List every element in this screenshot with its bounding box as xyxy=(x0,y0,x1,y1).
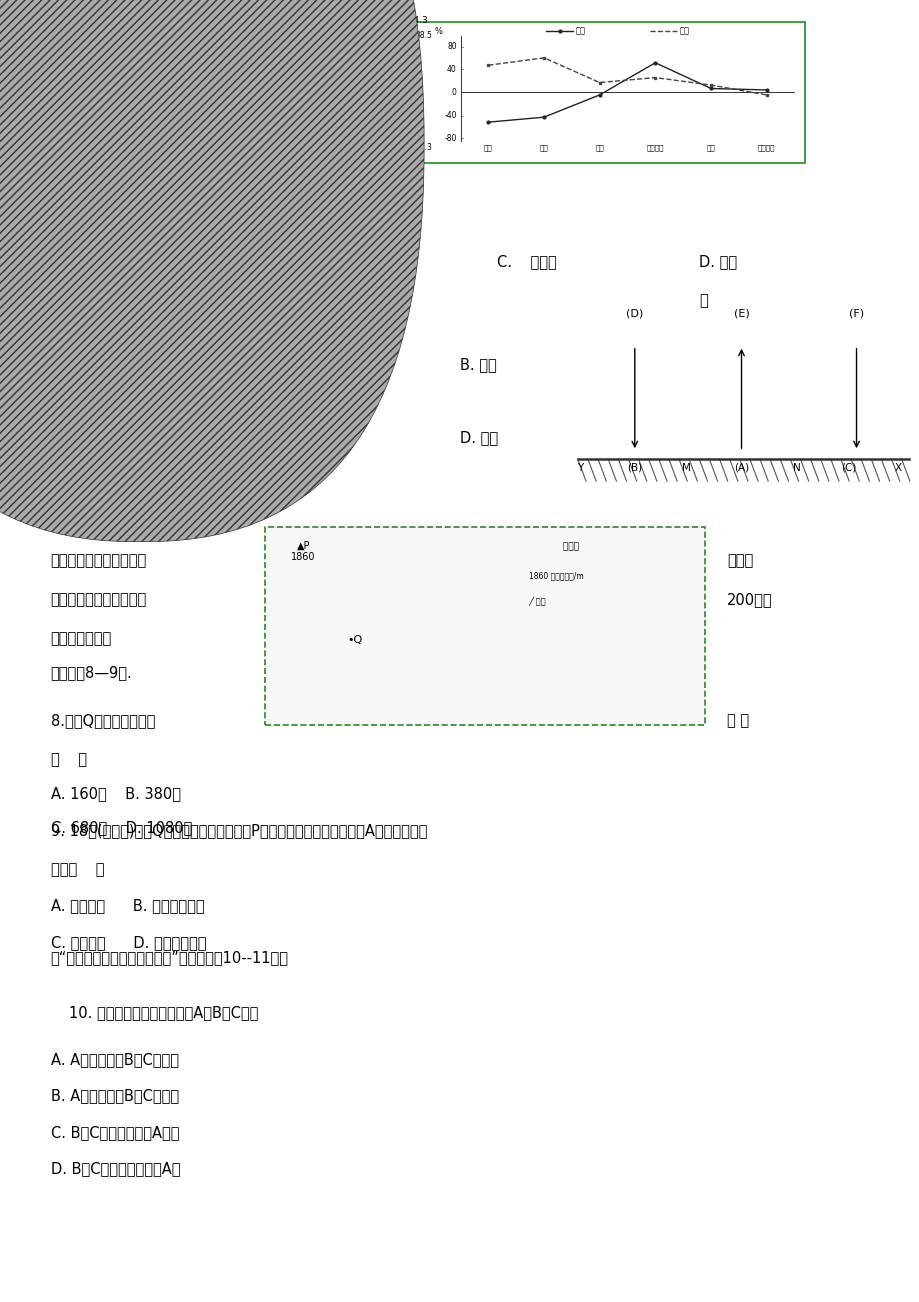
Text: N: N xyxy=(792,464,800,473)
Text: 9. 18时(地方时)位于Q地的观测者看到太阳在P地方向落下，据此判断图中A河段大致的流: 9. 18时(地方时)位于Q地的观测者看到太阳在P地方向落下，据此判断图中A河段… xyxy=(51,823,426,838)
Text: 10. 若此图表示热力环流，则A、B、C三地: 10. 若此图表示热力环流，则A、B、C三地 xyxy=(69,1005,258,1021)
Text: 郊: 郊 xyxy=(698,293,708,309)
Text: (F): (F) xyxy=(848,309,863,319)
Text: (B): (B) xyxy=(627,464,641,473)
Bar xyxy=(124,22,804,163)
Text: ▲P
1860: ▲P 1860 xyxy=(291,540,315,562)
Text: ≈≈河流及流向: ≈≈河流及流向 xyxy=(210,141,246,148)
Bar xyxy=(128,27,414,158)
Text: 向是（    ）: 向是（ ） xyxy=(51,862,104,878)
Text: 114.3: 114.3 xyxy=(403,16,428,25)
Text: X: X xyxy=(893,464,901,473)
Text: -40: -40 xyxy=(444,112,457,120)
Text: 建设用地: 建设用地 xyxy=(646,145,664,151)
Text: C.郊区种植业迅速发展: C.郊区种植业迅速发展 xyxy=(51,430,144,445)
Text: 6. 从保护城区环境角度，该城工业区应布局在城区（    ）: 6. 从保护城区环境角度，该城工业区应布局在城区（ ） xyxy=(51,204,289,220)
FancyBboxPatch shape xyxy=(197,59,345,125)
Text: D. 城区: D. 城区 xyxy=(460,430,497,445)
Text: 郊区: 郊区 xyxy=(678,27,688,35)
Text: 1860 山峰、高程/m: 1860 山峰、高程/m xyxy=(528,572,583,581)
Text: A.郊区生态环境改善: A.郊区生态环境改善 xyxy=(51,357,135,372)
Text: B. A地为海洋；B、C为陆地: B. A地为海洋；B、C为陆地 xyxy=(51,1088,178,1104)
Text: C. B、C两地的气压比A地低: C. B、C两地的气压比A地低 xyxy=(51,1125,179,1141)
Text: 68.3: 68.3 xyxy=(415,143,432,152)
Text: 出现逆城市化现象: 出现逆城市化现象 xyxy=(51,466,120,482)
Text: 据此回等8—9题.: 据此回等8—9题. xyxy=(51,665,132,681)
Text: •Q: •Q xyxy=(347,635,363,644)
Text: D. B、C两地的空气流向A地: D. B、C两地的空气流向A地 xyxy=(51,1161,180,1177)
Text: 某地理小组于春分日在我: 某地理小组于春分日在我 xyxy=(51,553,147,569)
Text: C.    西南郊: C. 西南郊 xyxy=(496,254,556,270)
Text: ——鐵路: ——鐵路 xyxy=(174,141,199,148)
Text: 能 是: 能 是 xyxy=(726,713,748,729)
Text: 等高线: 等高线 xyxy=(560,543,578,552)
Text: 200米）: 200米） xyxy=(726,592,772,608)
Text: 进行地理观测。: 进行地理观测。 xyxy=(51,631,112,647)
Text: (C): (C) xyxy=(841,464,856,473)
Text: A. 东南郊: A. 东南郊 xyxy=(51,254,96,270)
Text: (D): (D) xyxy=(626,309,642,319)
Text: -80: -80 xyxy=(444,134,457,142)
Text: 耕地: 耕地 xyxy=(483,145,493,151)
Text: 0: 0 xyxy=(451,89,457,96)
Text: Y: Y xyxy=(577,464,583,473)
Text: 读“北半球局部大气运动示意图”，读图完成10--11题。: 读“北半球局部大气运动示意图”，读图完成10--11题。 xyxy=(51,950,289,966)
FancyBboxPatch shape xyxy=(0,0,424,542)
Text: C. 680米    D. 1080米: C. 680米 D. 1080米 xyxy=(51,820,192,836)
Text: （    ）: （ ） xyxy=(51,753,86,768)
Text: 未利用地: 未利用地 xyxy=(757,145,775,151)
Text: 草地: 草地 xyxy=(595,145,604,151)
Text: A. 160米    B. 380米: A. 160米 B. 380米 xyxy=(51,786,180,802)
Text: B. 城区: B. 城区 xyxy=(460,357,496,372)
Text: 7. 据右图可以判断，近十年该城（    ）: 7. 据右图可以判断，近十年该城（ ） xyxy=(51,310,219,326)
Text: %: % xyxy=(434,27,442,35)
Text: C. 南流向北      D. 西南流向东北: C. 南流向北 D. 西南流向东北 xyxy=(51,935,206,950)
Text: 114: 114 xyxy=(132,16,150,25)
Bar xyxy=(265,527,704,725)
Text: ╱ 河流: ╱ 河流 xyxy=(528,598,546,607)
Text: 8.图中Q地的海拔高度可: 8.图中Q地的海拔高度可 xyxy=(51,713,154,729)
Text: 城区: 城区 xyxy=(574,27,584,35)
Text: （如右图所示，等高距为: （如右图所示，等高距为 xyxy=(51,592,147,608)
Text: 40: 40 xyxy=(447,65,457,73)
Text: 国某地: 国某地 xyxy=(726,553,753,569)
Text: 38.5: 38.5 xyxy=(415,31,432,40)
Text: (E): (E) xyxy=(732,309,749,319)
Text: 城区: 城区 xyxy=(150,141,159,148)
Text: 林地: 林地 xyxy=(539,145,548,151)
Text: B.  东北郊: B. 东北郊 xyxy=(285,254,335,270)
Text: 水域: 水域 xyxy=(706,145,715,151)
Text: A. A地为陆地，B、C为海洋: A. A地为陆地，B、C为海洋 xyxy=(51,1052,178,1068)
Text: 80: 80 xyxy=(447,43,457,51)
Text: 人口数量剧减: 人口数量剧减 xyxy=(51,393,103,409)
Text: M: M xyxy=(681,464,690,473)
Text: A. 北流向南      B. 东北流向西南: A. 北流向南 B. 东北流向西南 xyxy=(51,898,204,914)
Text: D. 西北: D. 西北 xyxy=(698,254,736,270)
Text: (A): (A) xyxy=(733,464,748,473)
